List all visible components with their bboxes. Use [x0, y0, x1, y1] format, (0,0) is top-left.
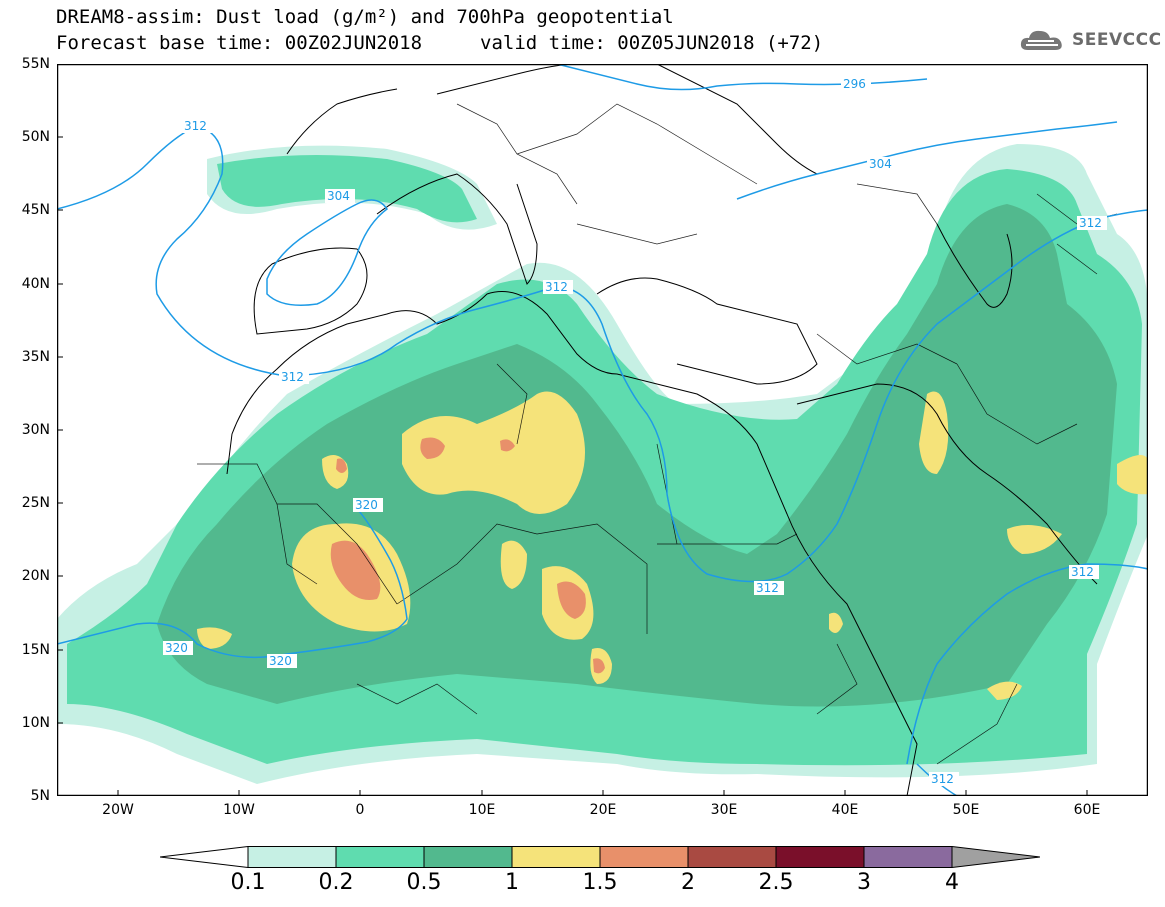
- colorbar-label: 2: [681, 870, 695, 895]
- colorbar-cell: [863, 846, 953, 868]
- lat-label: 10N: [21, 715, 50, 731]
- colorbar-cell: [511, 846, 601, 868]
- svg-text:312: 312: [931, 772, 954, 786]
- colorbar-label: 4: [945, 870, 959, 895]
- contour-label: 312: [184, 119, 207, 133]
- lat-label: 15N: [21, 642, 50, 658]
- lon-label: 50E: [952, 802, 980, 818]
- colorbar-cell: [599, 846, 689, 868]
- contour-label: 312: [756, 581, 779, 595]
- colorbar-label: 1: [505, 870, 519, 895]
- map-frame: [57, 64, 1148, 796]
- colorbar-cell: [423, 846, 513, 868]
- extra-contour-label: 312: [929, 772, 959, 786]
- lat-label: 20N: [21, 568, 50, 584]
- lon-label: 20E: [589, 802, 617, 818]
- forecast-base-time: Forecast base time: 00Z02JUN2018: [56, 32, 423, 54]
- lat-label: 25N: [21, 495, 50, 511]
- dust-shade-1.5: [330, 437, 605, 674]
- contour-label: 320: [355, 498, 378, 512]
- colorbar-cell: [687, 846, 777, 868]
- contour-label: 304: [869, 157, 892, 171]
- lon-label: 40E: [831, 802, 859, 818]
- contour-label: 296: [843, 77, 866, 91]
- colorbar-cell: [247, 846, 337, 868]
- colorbar-label: 0.1: [230, 870, 266, 895]
- colorbar: [160, 846, 1040, 868]
- lon-label: 0: [355, 802, 365, 818]
- colorbar-under: [160, 846, 249, 868]
- contour-label: 312: [1071, 565, 1094, 579]
- contour-label: 312: [545, 280, 568, 294]
- colorbar-cell: [775, 846, 865, 868]
- contour-labels: 296 304 304 312 312 312 312 312 312 320 …: [163, 77, 1107, 668]
- colorbar-label: 0.5: [406, 870, 442, 895]
- valid-time: valid time: 00Z05JUN2018 (+72): [480, 32, 824, 54]
- country-borders: [197, 103, 1118, 765]
- lat-label: 35N: [21, 349, 50, 365]
- colorbar-over: [951, 846, 1040, 868]
- lat-label: 30N: [21, 422, 50, 438]
- lat-label: 40N: [21, 276, 50, 292]
- contour-label: 312: [281, 370, 304, 384]
- lon-label: 10E: [468, 802, 496, 818]
- lon-label: 30E: [710, 802, 738, 818]
- colorbar-label: 1.5: [582, 870, 618, 895]
- contour-label: 320: [165, 641, 188, 655]
- map-title: DREAM8-assim: Dust load (g/m²) and 700hP…: [56, 6, 674, 28]
- colorbar-label: 3: [857, 870, 871, 895]
- dust-map: 296 304 304 312 312 312 312 312 312 320 …: [57, 64, 1148, 796]
- colorbar-label: 0.2: [318, 870, 354, 895]
- lon-label: 20W: [102, 802, 134, 818]
- colorbar-label: 2.5: [758, 870, 794, 895]
- colorbar-cell: [335, 846, 425, 868]
- logo-text: SEEVCCC: [1072, 30, 1162, 50]
- contour-label: 304: [327, 189, 350, 203]
- logo: SEEVCCC: [1018, 24, 1162, 56]
- lon-label: 10W: [223, 802, 255, 818]
- cloud-icon: [1020, 30, 1062, 50]
- lat-label: 5N: [30, 788, 50, 804]
- coastlines: [57, 64, 1098, 796]
- lat-label: 45N: [21, 202, 50, 218]
- lat-label: 55N: [21, 56, 50, 72]
- lat-label: 50N: [21, 129, 50, 145]
- contour-label: 312: [1079, 216, 1102, 230]
- lon-label: 60E: [1073, 802, 1101, 818]
- contour-label: 320: [269, 654, 292, 668]
